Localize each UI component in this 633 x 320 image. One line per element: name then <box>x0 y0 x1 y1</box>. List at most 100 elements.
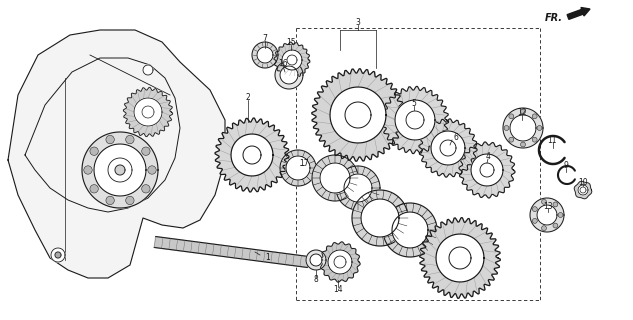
Polygon shape <box>287 55 297 65</box>
Circle shape <box>509 137 514 142</box>
Text: 11: 11 <box>548 135 557 145</box>
Polygon shape <box>280 150 316 186</box>
Polygon shape <box>252 42 278 68</box>
Circle shape <box>90 185 98 193</box>
Polygon shape <box>440 140 456 156</box>
Circle shape <box>542 226 546 231</box>
Polygon shape <box>275 61 303 89</box>
Text: 14: 14 <box>333 285 343 294</box>
Circle shape <box>520 109 525 114</box>
Polygon shape <box>312 69 404 161</box>
FancyArrow shape <box>567 7 590 19</box>
Circle shape <box>142 147 150 156</box>
Polygon shape <box>306 250 326 270</box>
Polygon shape <box>274 42 310 78</box>
Text: 2: 2 <box>246 92 251 101</box>
Text: 15: 15 <box>286 37 296 46</box>
Circle shape <box>532 137 537 142</box>
Polygon shape <box>345 102 371 128</box>
Polygon shape <box>312 155 358 201</box>
Polygon shape <box>94 144 146 196</box>
Text: 7: 7 <box>263 34 267 43</box>
Polygon shape <box>286 156 310 180</box>
Polygon shape <box>436 234 484 282</box>
Circle shape <box>542 199 546 204</box>
Circle shape <box>126 196 134 204</box>
Circle shape <box>147 166 156 174</box>
Polygon shape <box>344 174 372 202</box>
Polygon shape <box>215 118 289 192</box>
Polygon shape <box>320 242 360 282</box>
Text: 13: 13 <box>543 202 553 211</box>
Polygon shape <box>82 132 158 208</box>
Polygon shape <box>574 181 592 199</box>
Text: 17: 17 <box>299 158 309 167</box>
Text: 5: 5 <box>411 99 417 108</box>
Polygon shape <box>334 256 346 268</box>
Circle shape <box>532 114 537 119</box>
Polygon shape <box>392 212 428 248</box>
Polygon shape <box>510 115 536 141</box>
Polygon shape <box>419 119 477 177</box>
Polygon shape <box>336 166 380 210</box>
Polygon shape <box>282 50 302 70</box>
Text: 3: 3 <box>356 18 360 27</box>
Polygon shape <box>257 47 273 63</box>
Polygon shape <box>115 165 125 175</box>
Circle shape <box>504 125 509 131</box>
Circle shape <box>126 135 134 144</box>
Polygon shape <box>431 131 465 165</box>
Polygon shape <box>580 187 586 193</box>
Polygon shape <box>51 248 65 262</box>
Polygon shape <box>503 108 543 148</box>
Circle shape <box>532 219 537 223</box>
Text: 1: 1 <box>266 252 270 261</box>
Polygon shape <box>328 250 352 274</box>
Text: FR.: FR. <box>545 13 563 23</box>
Polygon shape <box>134 98 162 126</box>
Circle shape <box>509 114 514 119</box>
Circle shape <box>558 212 563 218</box>
Polygon shape <box>480 163 494 177</box>
Circle shape <box>106 135 115 144</box>
Polygon shape <box>471 154 503 186</box>
Text: 4: 4 <box>486 151 491 161</box>
Circle shape <box>553 223 558 228</box>
Text: 16: 16 <box>278 59 288 68</box>
Polygon shape <box>231 134 273 176</box>
Polygon shape <box>143 65 153 75</box>
Polygon shape <box>420 218 500 298</box>
Circle shape <box>84 166 92 174</box>
Circle shape <box>553 202 558 207</box>
Polygon shape <box>578 185 588 195</box>
Polygon shape <box>537 205 557 225</box>
Polygon shape <box>280 66 298 84</box>
Polygon shape <box>330 87 386 143</box>
Polygon shape <box>406 111 424 129</box>
Polygon shape <box>8 30 225 278</box>
Text: 6: 6 <box>454 132 458 141</box>
Circle shape <box>90 147 98 156</box>
Circle shape <box>537 125 542 131</box>
Polygon shape <box>55 252 61 258</box>
Polygon shape <box>382 86 449 154</box>
Polygon shape <box>449 247 471 269</box>
Polygon shape <box>459 142 515 198</box>
Polygon shape <box>108 158 132 182</box>
Polygon shape <box>395 100 435 140</box>
Polygon shape <box>361 199 399 237</box>
Polygon shape <box>243 146 261 164</box>
Circle shape <box>142 185 150 193</box>
Text: 12: 12 <box>517 108 527 116</box>
Polygon shape <box>142 106 154 118</box>
Polygon shape <box>320 163 350 193</box>
Circle shape <box>532 207 537 212</box>
Polygon shape <box>310 254 322 266</box>
Circle shape <box>520 142 525 147</box>
Polygon shape <box>530 198 564 232</box>
Polygon shape <box>154 236 309 268</box>
Polygon shape <box>383 203 437 257</box>
Text: 10: 10 <box>578 178 588 187</box>
Text: 9: 9 <box>563 161 568 170</box>
Polygon shape <box>123 87 173 137</box>
